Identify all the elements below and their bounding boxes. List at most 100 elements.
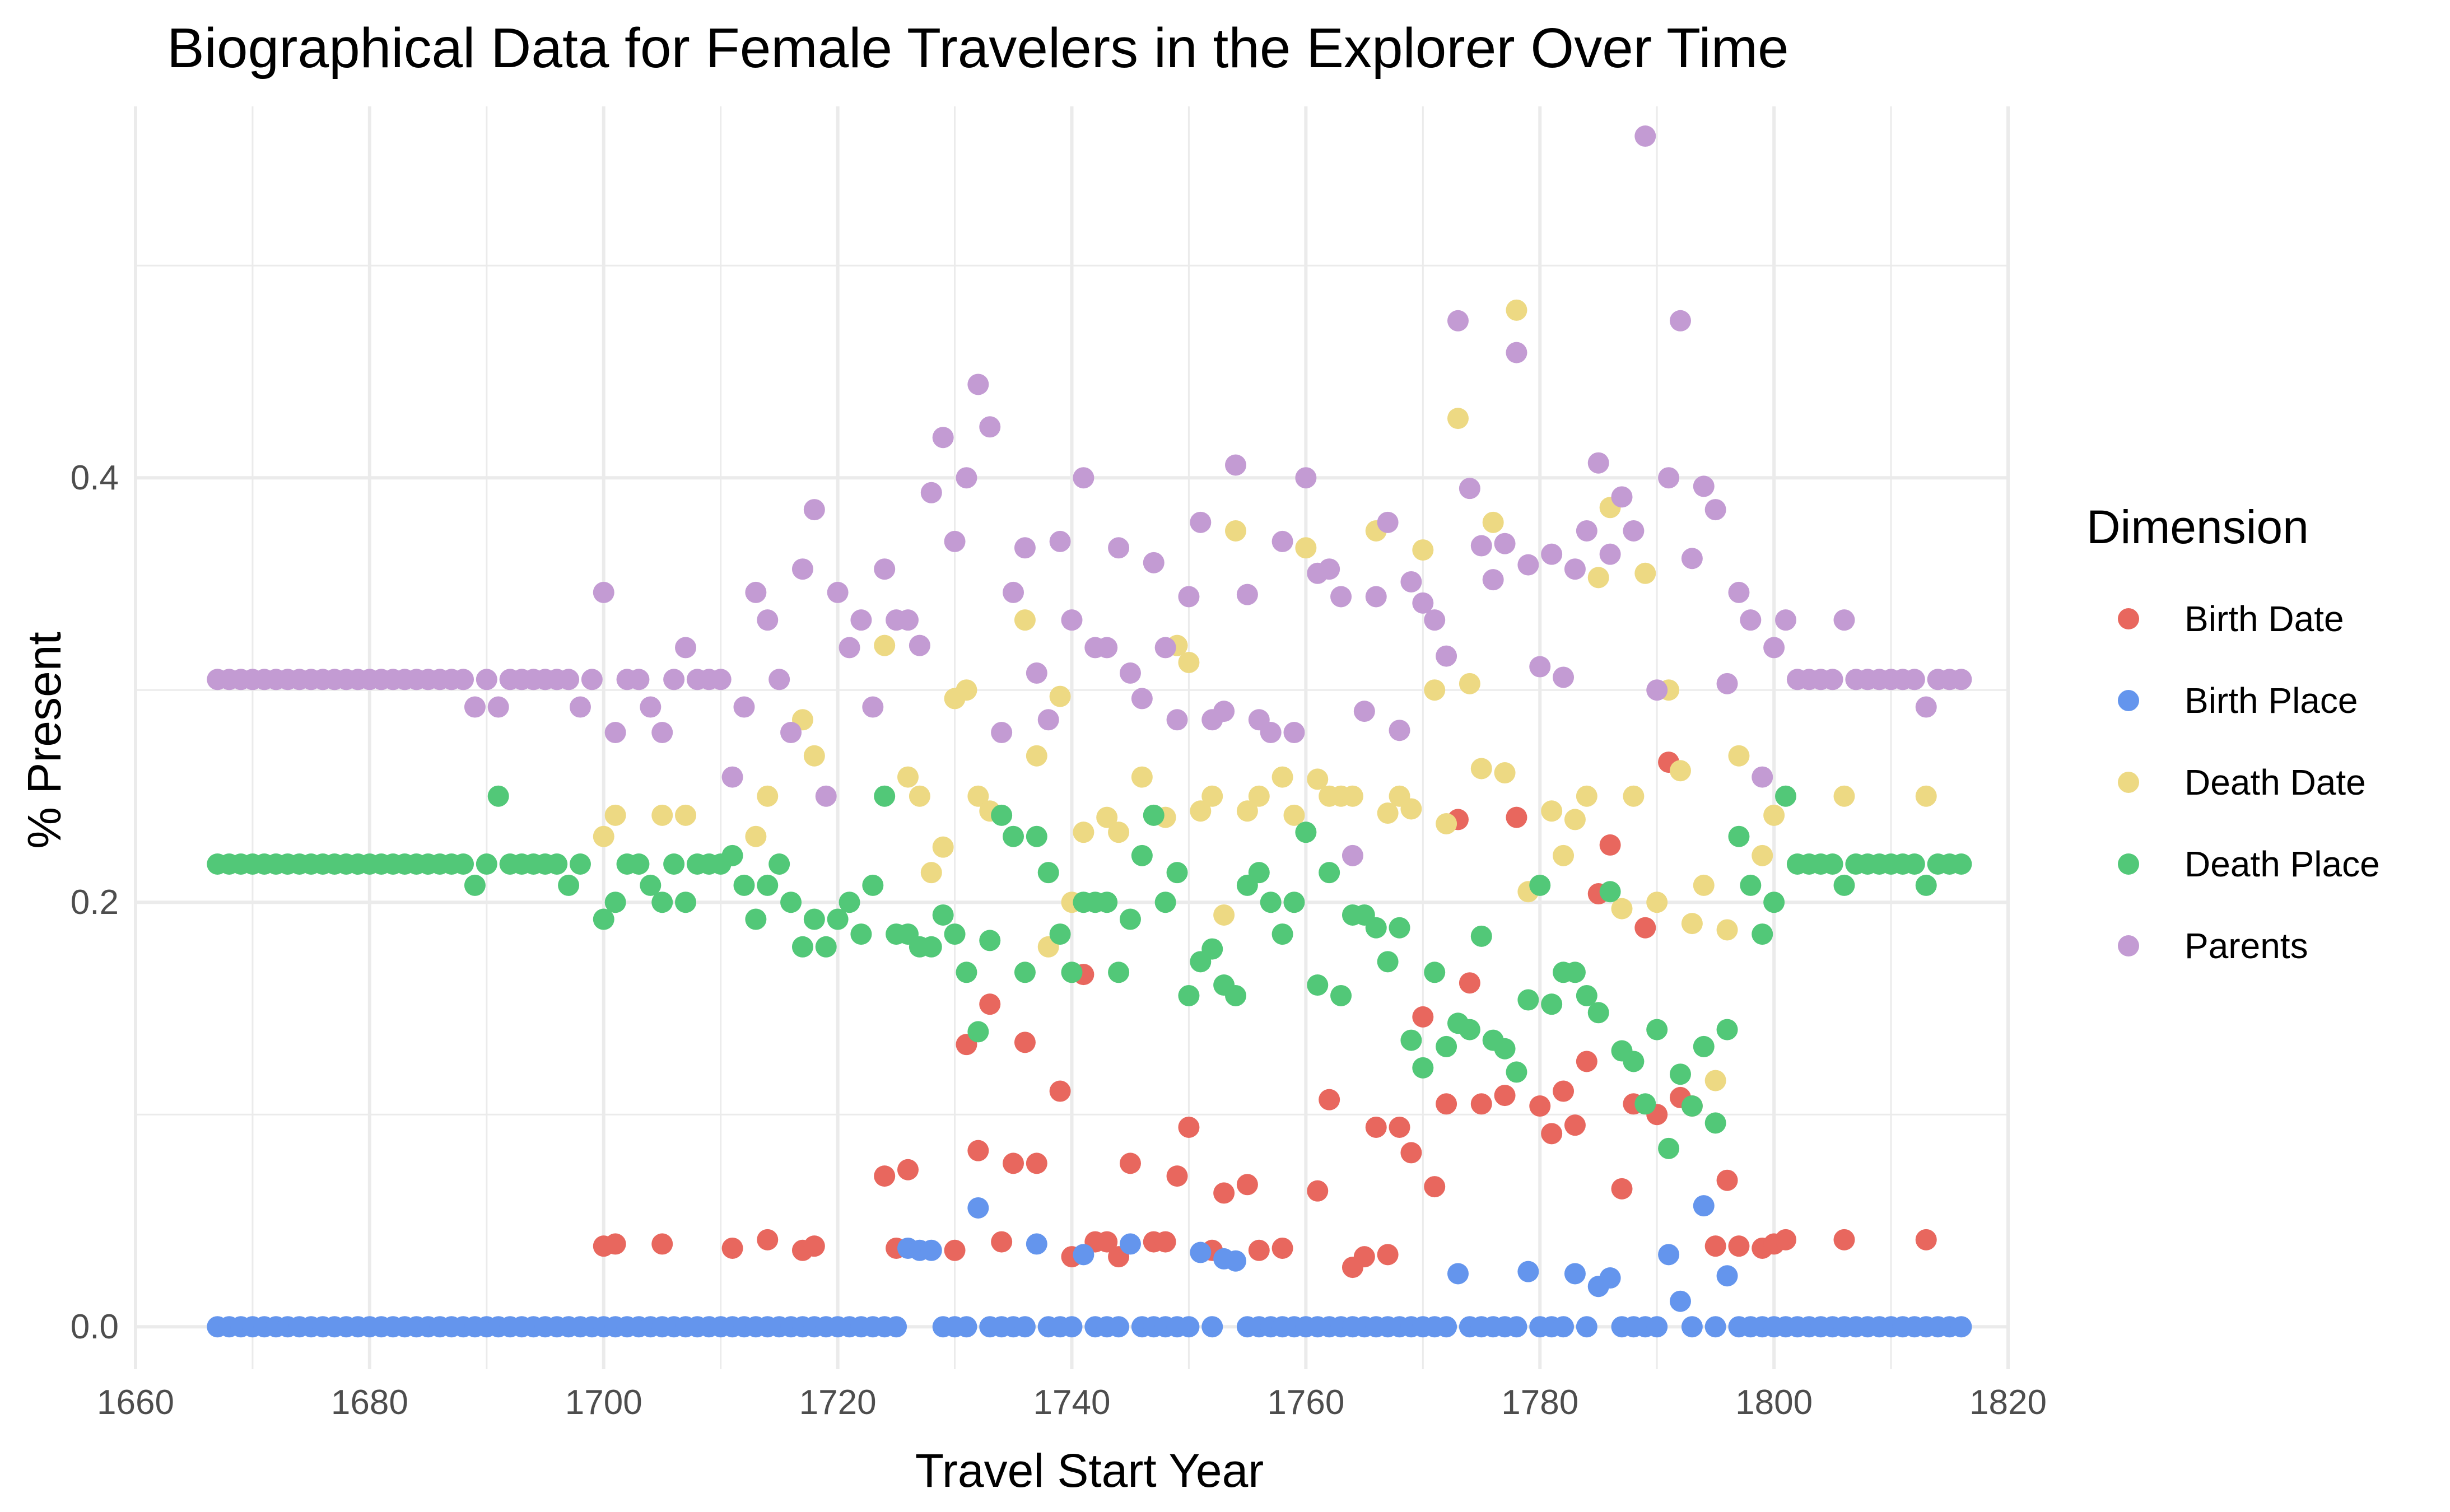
point-birth-date (1377, 1244, 1399, 1266)
point-parents (815, 785, 837, 807)
point-death-place (1108, 962, 1130, 983)
point-death-place (768, 853, 790, 875)
point-parents (803, 499, 825, 521)
point-death-place (1646, 1019, 1668, 1040)
point-parents (1506, 342, 1527, 363)
legend-label-death-date: Death Date (2184, 762, 2366, 802)
legend-label-birth-place: Birth Place (2184, 680, 2358, 721)
point-death-place (476, 853, 497, 875)
point-birth-place (956, 1316, 977, 1338)
point-parents (1342, 844, 1363, 866)
point-birth-place (920, 1239, 942, 1261)
point-death-place (1459, 1019, 1480, 1040)
data-points (207, 125, 1972, 1338)
point-death-date (874, 634, 896, 656)
point-parents (1634, 125, 1656, 147)
x-tick-label: 1740 (1033, 1383, 1111, 1422)
point-birth-date (1353, 1246, 1375, 1268)
point-birth-place (1950, 1316, 1972, 1338)
point-death-date (1646, 892, 1668, 913)
point-death-place (1389, 917, 1410, 939)
point-parents (487, 696, 509, 718)
point-parents (1447, 310, 1469, 332)
point-birth-date (1915, 1229, 1937, 1250)
point-birth-place (1669, 1290, 1691, 1312)
x-axis-title: Travel Start Year (915, 1444, 1264, 1497)
x-tick-label: 1800 (1735, 1383, 1813, 1422)
point-birth-place (1225, 1250, 1247, 1272)
point-parents (1470, 535, 1492, 557)
point-birth-date (1307, 1180, 1329, 1202)
point-parents (1073, 467, 1094, 489)
point-death-place (1283, 892, 1305, 913)
point-death-place (1669, 1063, 1691, 1085)
point-death-place (569, 853, 591, 875)
point-death-place (1822, 853, 1843, 875)
point-death-place (1248, 862, 1270, 884)
point-death-place (1728, 825, 1750, 847)
point-parents (768, 669, 790, 690)
point-birth-date (1564, 1114, 1586, 1136)
point-death-date (1564, 809, 1586, 830)
point-birth-date (979, 993, 1001, 1015)
point-death-date (1271, 766, 1293, 788)
point-death-place (1400, 1029, 1422, 1051)
point-death-place (593, 908, 614, 930)
point-death-date (1763, 804, 1785, 826)
point-death-date (1669, 760, 1691, 782)
point-death-date (1915, 785, 1937, 807)
point-birth-place (1599, 1267, 1621, 1289)
point-death-date (1459, 673, 1480, 694)
point-death-date (604, 804, 626, 826)
point-death-date (1377, 802, 1399, 824)
point-death-date (1482, 511, 1504, 533)
point-parents (780, 722, 802, 744)
point-birth-date (1389, 1116, 1410, 1138)
point-death-date (1681, 913, 1703, 935)
point-death-place (546, 853, 568, 875)
point-birth-date (991, 1231, 1013, 1253)
point-birth-date (1248, 1239, 1270, 1261)
point-death-place (1377, 951, 1399, 973)
point-death-place (1903, 853, 1925, 875)
point-death-date (1611, 898, 1633, 920)
point-death-place (862, 874, 884, 896)
point-parents (956, 467, 977, 489)
point-birth-place (1576, 1316, 1597, 1338)
point-parents (979, 416, 1001, 438)
point-parents (1564, 558, 1586, 580)
point-parents (862, 696, 884, 718)
x-axis-ticks: 1660 1680 1700 1720 1740 1760 1780 1800 1820 (97, 1383, 2047, 1422)
point-death-date (1506, 299, 1527, 321)
point-death-place (1915, 874, 1937, 896)
point-death-date (1342, 785, 1363, 807)
point-parents (593, 581, 614, 603)
point-death-place (1119, 908, 1141, 930)
point-death-date (1108, 822, 1130, 843)
point-birth-date (1436, 1093, 1457, 1115)
point-death-place (1436, 1035, 1457, 1057)
point-birth-date (1634, 917, 1656, 939)
point-death-place (1143, 804, 1165, 826)
point-death-date (1400, 798, 1422, 820)
point-parents (1353, 701, 1375, 722)
point-death-place (640, 874, 662, 896)
point-death-place (1260, 892, 1282, 913)
point-death-place (967, 1021, 989, 1043)
point-death-place (815, 936, 837, 958)
point-birth-date (1611, 1178, 1633, 1200)
point-birth-date (1049, 1080, 1071, 1102)
point-parents (1553, 666, 1575, 688)
point-parents (1424, 609, 1446, 631)
point-birth-date (1529, 1095, 1551, 1117)
point-birth-place (1073, 1244, 1094, 1266)
point-death-place (453, 853, 474, 875)
point-birth-date (1319, 1089, 1340, 1110)
point-birth-place (1447, 1263, 1469, 1285)
point-death-place (1950, 853, 1972, 875)
point-birth-place (1190, 1242, 1212, 1263)
point-death-place (803, 908, 825, 930)
point-birth-date (1400, 1142, 1422, 1164)
point-birth-date (721, 1237, 743, 1259)
point-parents (604, 722, 626, 744)
